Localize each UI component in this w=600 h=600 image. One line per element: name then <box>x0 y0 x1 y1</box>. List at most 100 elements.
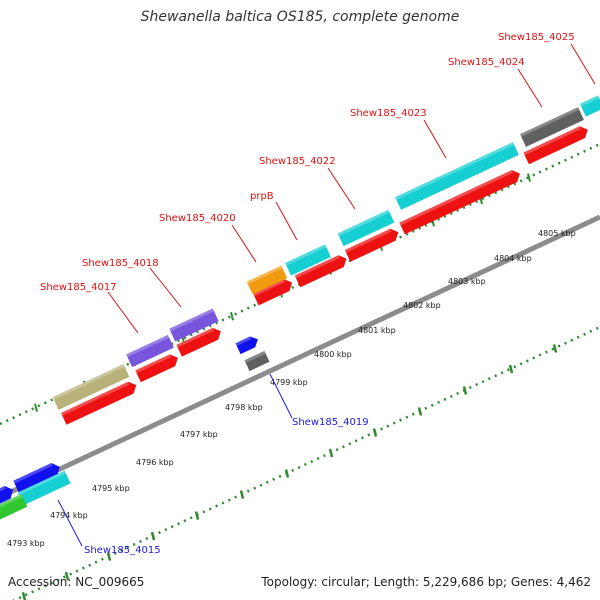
gene-gray-1-shape <box>520 107 584 147</box>
gene-red-7-shape <box>399 170 520 235</box>
gene-green-highlight <box>0 494 23 512</box>
gene-cyan-2-highlight <box>337 209 390 237</box>
scale-tick <box>552 344 558 353</box>
scale-tick <box>106 552 112 561</box>
gene-red-5-highlight <box>294 255 340 279</box>
gene-red-7 <box>399 170 520 235</box>
gene-cyan-4-shape <box>579 95 600 117</box>
scale-tick <box>462 386 468 395</box>
gene-blue-1-highlight <box>13 463 53 484</box>
gene-label-leader <box>570 43 596 85</box>
gene-green-shape <box>0 494 28 522</box>
scale-tick <box>21 591 27 600</box>
gene-cyan-2 <box>337 209 395 247</box>
scale-tick <box>328 448 334 458</box>
scale-label: 4797 kbp <box>180 430 218 439</box>
gene-red-5-shape <box>294 255 347 288</box>
gene-blue-small <box>235 336 258 355</box>
gene-red-8-shape <box>523 126 588 165</box>
gene-cyan-1-shape <box>285 244 331 276</box>
scale-label: 4803 kbp <box>448 277 486 286</box>
scale-tick <box>150 531 156 541</box>
scale-label: 4799 kbp <box>270 378 308 387</box>
scale-label: 4802 kbp <box>403 301 441 310</box>
gene-cyan-2-shape <box>337 209 395 247</box>
gene-red-8 <box>523 126 588 165</box>
gene-gray-small-highlight <box>244 350 266 363</box>
gene-purple-2 <box>169 308 219 342</box>
gene-khaki-shape <box>52 364 130 410</box>
gene-label-leader <box>327 167 356 210</box>
gene-label-forward: Shew185_4024 <box>448 57 525 68</box>
gene-red-6 <box>344 228 399 262</box>
gene-khaki-highlight <box>52 364 125 400</box>
tick-mark-upper <box>34 403 38 412</box>
gene-red-3 <box>176 327 221 357</box>
scale-label: 4800 kbp <box>314 350 352 359</box>
gene-label-forward: Shew185_4023 <box>350 108 427 119</box>
gene-red-4 <box>253 279 293 306</box>
scale-tick <box>64 571 70 581</box>
gene-label-reverse: Shew185_4015 <box>84 545 161 556</box>
gene-gray-1-highlight <box>520 107 580 137</box>
gene-cyan-3-highlight <box>395 142 515 200</box>
gene-blue-small-shape <box>235 336 258 355</box>
gene-orange <box>246 265 288 295</box>
scale-label: 4796 kbp <box>136 458 174 467</box>
scale-tick <box>417 407 423 416</box>
gene-label-reverse: Shew185_4019 <box>292 417 369 428</box>
gene-red-8-highlight <box>523 126 581 156</box>
gene-blue-1-shape <box>13 463 60 494</box>
gene-blue-1 <box>13 463 60 494</box>
gene-orange-shape <box>246 265 288 295</box>
gene-red-6-shape <box>344 228 399 262</box>
gene-gray-1 <box>520 107 584 147</box>
map-title: Shewanella baltica OS185, complete genom… <box>140 9 460 25</box>
gene-green <box>0 494 28 522</box>
genome-summary-text: Topology: circular; Length: 5,229,686 bp… <box>261 575 591 589</box>
gene-purple-1-highlight <box>126 334 170 358</box>
tick-mark-upper <box>230 311 234 321</box>
tick-mark-upper <box>527 173 531 182</box>
gene-purple-1 <box>126 334 174 368</box>
gene-purple-1-shape <box>126 334 174 368</box>
gene-label-leader <box>275 201 298 241</box>
scale-label: 4801 kbp <box>358 326 396 335</box>
gene-label-leader <box>149 267 182 308</box>
gene-purple-2-shape <box>169 308 219 342</box>
gene-cyan-3-shape <box>395 142 519 210</box>
gene-red-4-highlight <box>253 279 286 297</box>
gene-label-leader-reverse <box>57 499 83 547</box>
scale-tick <box>284 469 290 478</box>
gene-red-1 <box>61 381 137 425</box>
gene-cyan-3 <box>395 142 519 210</box>
scale-tick <box>372 428 378 437</box>
gene-orange-highlight <box>246 265 283 285</box>
gene-cyan-1-highlight <box>285 244 327 266</box>
gene-cyan-5-highlight <box>17 470 66 496</box>
gene-label-forward: Shew185_4018 <box>82 258 159 269</box>
gene-label-forward: Shew185_4020 <box>159 213 236 224</box>
gene-red-3-highlight <box>176 327 214 348</box>
gene-label-forward: Shew185_4017 <box>40 282 117 293</box>
genome-backbone <box>0 214 600 500</box>
gene-red-1-shape <box>61 381 137 425</box>
gene-label-leader <box>517 68 543 108</box>
scale-label: 4793 kbp <box>7 539 45 548</box>
gene-red-7-highlight <box>399 170 513 226</box>
scale-label: 4805 kbp <box>538 229 576 238</box>
gene-red-2-highlight <box>135 354 172 374</box>
gene-blue-2 <box>0 485 14 505</box>
gene-cyan-5-shape <box>17 470 71 506</box>
scale-label: 4795 kbp <box>92 484 130 493</box>
gene-blue-2-shape <box>0 485 14 505</box>
gene-cyan-4-highlight <box>579 95 600 107</box>
gene-blue-2-highlight <box>0 485 6 495</box>
scale-label: 4804 kbp <box>494 254 532 263</box>
gene-label-forward: prpB <box>250 191 274 202</box>
scale-tick <box>194 511 200 520</box>
accession-text: Accession: NC_009665 <box>8 575 145 589</box>
gene-label-leader <box>423 119 447 159</box>
gene-cyan-4 <box>579 95 600 117</box>
